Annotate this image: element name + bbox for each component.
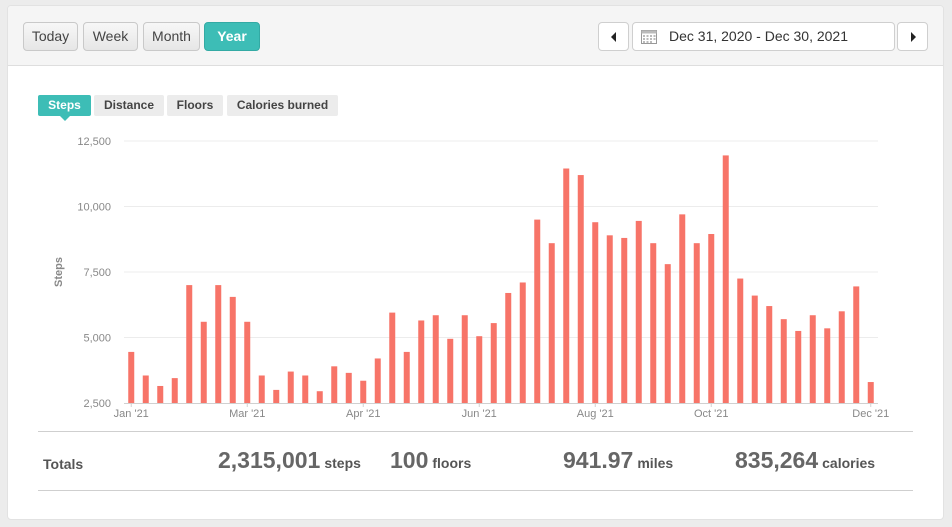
date-range-text: Dec 31, 2020 - Dec 30, 2021 (669, 28, 849, 44)
chart-bar (244, 321, 251, 403)
chart-bar (360, 380, 367, 403)
totals-label: Totals (43, 456, 84, 472)
toolbar: Today Week Month Year Dec 31, 2020 - Dec… (8, 6, 943, 66)
y-tick-label: 7,500 (83, 267, 111, 279)
tab-steps[interactable]: Steps (38, 95, 91, 116)
chart-bar (780, 319, 787, 403)
steps-bar-chart: 2,500 5,000 7,500 10,000 12,500 Steps Jan '21 M… (53, 136, 889, 420)
total-miles: 941.97 miles (563, 447, 673, 474)
chart-bar (476, 336, 483, 403)
x-tick-label: Jan '21 (114, 408, 149, 420)
range-today-button[interactable]: Today (23, 22, 78, 51)
previous-range-button[interactable] (598, 22, 629, 51)
x-tick-label: Oct '21 (694, 408, 729, 420)
chart-bar (693, 243, 700, 403)
totals-top-divider (38, 431, 913, 432)
tab-distance[interactable]: Distance (94, 95, 164, 116)
chart-bar (287, 371, 294, 403)
range-week-button[interactable]: Week (83, 22, 138, 51)
chart-bar (331, 366, 338, 403)
chart-bar (505, 292, 512, 403)
x-tick-label: Dec '21 (852, 408, 889, 420)
chart-bar (142, 375, 149, 403)
steps-dashboard-card: Today Week Month Year Dec 31, 2020 - Dec… (7, 5, 944, 520)
active-tab-caret (60, 116, 70, 121)
chart-bar (708, 234, 715, 403)
chart-bar (766, 306, 773, 403)
totals-bottom-divider (38, 490, 913, 491)
total-calories-unit: calories (822, 455, 876, 471)
x-tick-label: Mar '21 (229, 408, 265, 420)
chart-bar (519, 282, 526, 403)
chart-bar (635, 220, 642, 403)
chart-bar (577, 175, 584, 403)
total-miles-value: 941.97 (563, 447, 634, 473)
chart-bar (432, 315, 439, 403)
total-floors-value: 100 (390, 447, 429, 473)
chart-bar (215, 285, 222, 403)
chart-bar (490, 323, 497, 403)
next-range-button[interactable] (897, 22, 928, 51)
total-calories: 835,264 calories (735, 447, 875, 474)
chart-bar (229, 296, 236, 403)
chart-bar (273, 389, 280, 403)
chart-bar (157, 385, 164, 403)
chart-bar (128, 351, 135, 403)
range-year-button[interactable]: Year (204, 22, 260, 51)
x-tick-label: Jun '21 (462, 408, 497, 420)
chart-bar (650, 243, 657, 403)
total-steps-value: 2,315,001 (218, 447, 321, 473)
chart-bar (534, 219, 541, 403)
total-miles-unit: miles (637, 455, 674, 471)
chart-bar (606, 235, 613, 403)
date-range-field[interactable]: Dec 31, 2020 - Dec 30, 2021 (632, 22, 895, 51)
chart-bar (403, 351, 410, 403)
chart-bar (621, 237, 628, 403)
chart-bar (664, 264, 671, 403)
calendar-icon (641, 30, 657, 44)
chart-bar (258, 375, 265, 403)
chart-bar (563, 168, 570, 403)
y-tick-label: 10,000 (77, 202, 111, 214)
chart-bar (809, 315, 816, 403)
chart-bar (867, 382, 874, 403)
chart-bar (186, 285, 193, 403)
chart-bar (853, 286, 860, 403)
chart-bar (374, 358, 381, 403)
chart-bar (592, 222, 599, 403)
y-axis-title: Steps (53, 257, 65, 287)
chart-bar (838, 311, 845, 403)
tab-calories-burned[interactable]: Calories burned (227, 95, 338, 116)
x-tick-label: Apr '21 (346, 408, 381, 420)
y-tick-label: 2,500 (83, 398, 111, 410)
total-steps: 2,315,001 steps (218, 447, 361, 474)
chart-bar (389, 312, 396, 403)
total-steps-unit: steps (324, 455, 361, 471)
chart-bar (795, 330, 802, 403)
chart-bar (316, 391, 323, 403)
total-calories-value: 835,264 (735, 447, 819, 473)
y-tick-label: 5,000 (83, 333, 111, 345)
chart-bar (171, 378, 178, 403)
chart-bar (418, 320, 425, 403)
chart-bar (824, 328, 831, 403)
chart-bar (679, 214, 686, 403)
chart-bar (461, 315, 468, 403)
caret-left-icon (610, 31, 616, 42)
total-floors-unit: floors (432, 455, 472, 471)
chart-bar (548, 243, 555, 403)
tab-floors[interactable]: Floors (167, 95, 223, 116)
chart-bar (200, 321, 207, 403)
x-tick-label: Aug '21 (577, 408, 614, 420)
caret-right-icon (910, 31, 916, 42)
chart-bar (722, 155, 729, 403)
range-month-button[interactable]: Month (143, 22, 200, 51)
chart-bar (345, 372, 352, 403)
total-floors: 100 floors (390, 447, 471, 474)
y-tick-label: 12,500 (77, 136, 111, 148)
chart-bar (737, 278, 744, 403)
chart-bar (447, 338, 454, 403)
chart-bar (751, 295, 758, 403)
chart-bar (302, 375, 309, 403)
